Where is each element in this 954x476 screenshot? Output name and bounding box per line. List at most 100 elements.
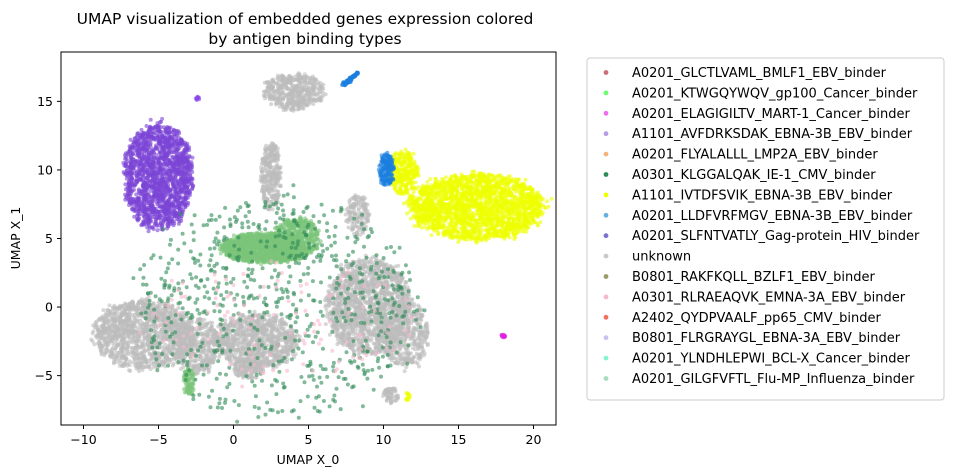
point — [381, 167, 386, 172]
point — [468, 234, 472, 239]
point — [163, 140, 168, 145]
point — [419, 225, 424, 230]
point — [500, 189, 505, 194]
point — [549, 196, 554, 201]
point — [137, 195, 141, 200]
point — [470, 173, 475, 178]
point — [523, 177, 528, 182]
point — [429, 233, 434, 238]
point — [159, 183, 164, 188]
point — [408, 177, 413, 182]
point — [455, 192, 460, 197]
point — [182, 160, 187, 165]
point — [510, 177, 515, 182]
point — [123, 156, 127, 161]
point — [474, 178, 478, 183]
point — [405, 211, 409, 216]
point — [172, 171, 177, 176]
point — [144, 212, 149, 217]
point — [462, 218, 467, 223]
point — [170, 219, 175, 224]
point — [506, 223, 511, 228]
point — [434, 203, 439, 208]
point — [424, 191, 429, 196]
point — [443, 230, 448, 235]
point — [168, 160, 173, 165]
chart-subtitle: by antigen binding types — [208, 30, 401, 48]
cluster-1 — [401, 169, 554, 245]
point — [515, 209, 520, 214]
point — [162, 208, 166, 212]
point — [124, 164, 129, 169]
point — [141, 222, 146, 227]
point — [425, 179, 430, 184]
point — [381, 182, 386, 187]
point — [489, 208, 494, 213]
chart-title: UMAP visualization of embedded genes exp… — [77, 10, 534, 28]
point — [155, 134, 160, 139]
point — [126, 150, 131, 155]
point — [412, 224, 417, 228]
point — [176, 198, 181, 203]
point — [142, 196, 147, 201]
point — [465, 178, 470, 183]
point — [144, 124, 149, 128]
point — [174, 191, 179, 195]
point — [501, 176, 506, 181]
point — [128, 172, 133, 177]
point — [189, 176, 194, 181]
point — [155, 228, 160, 233]
point — [528, 186, 533, 191]
point — [441, 178, 446, 183]
point — [535, 223, 540, 228]
point — [466, 205, 471, 210]
point — [384, 160, 389, 165]
point — [456, 199, 461, 204]
point — [133, 140, 138, 144]
point — [537, 203, 542, 208]
point — [165, 131, 169, 136]
point — [439, 193, 443, 198]
point — [397, 174, 402, 179]
point — [134, 209, 138, 214]
point — [183, 179, 188, 184]
point — [151, 227, 156, 231]
point — [496, 198, 501, 203]
point — [151, 199, 156, 203]
point — [133, 136, 138, 141]
point — [460, 202, 465, 207]
point — [463, 232, 468, 237]
point — [479, 209, 484, 214]
point — [149, 136, 154, 141]
point — [534, 199, 539, 204]
point — [503, 193, 508, 198]
point — [443, 216, 448, 221]
point — [141, 208, 146, 213]
point — [411, 199, 415, 204]
point — [526, 192, 531, 196]
point — [423, 199, 428, 204]
point — [429, 187, 434, 192]
point — [470, 169, 475, 174]
point — [510, 226, 515, 231]
point — [121, 161, 126, 165]
point — [431, 191, 436, 196]
point — [414, 209, 419, 214]
point — [449, 177, 453, 182]
point — [514, 213, 519, 218]
point — [181, 151, 186, 156]
point — [507, 211, 512, 216]
point — [134, 202, 139, 207]
point — [156, 184, 161, 189]
points-layer — [89, 70, 554, 424]
point — [523, 192, 528, 197]
point — [411, 186, 416, 191]
point — [131, 178, 136, 183]
point — [166, 126, 171, 131]
point — [481, 228, 485, 233]
point — [138, 170, 143, 174]
point — [411, 190, 416, 195]
point — [458, 237, 462, 242]
point — [182, 189, 187, 194]
